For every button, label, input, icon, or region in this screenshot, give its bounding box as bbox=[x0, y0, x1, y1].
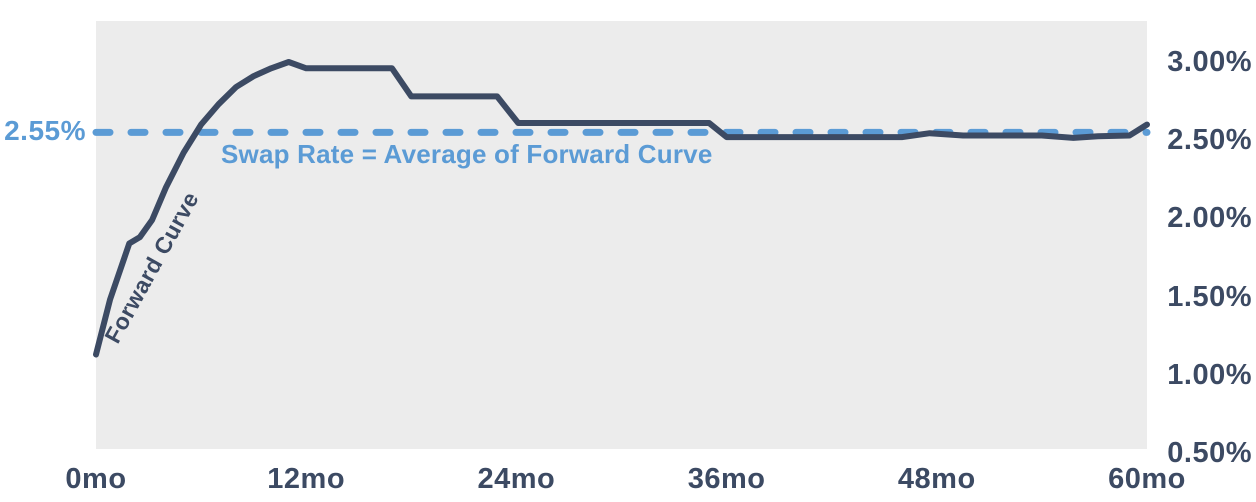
x-tick-label: 12mo bbox=[267, 463, 346, 495]
x-tick-label: 48mo bbox=[897, 463, 976, 495]
forward-curve-line bbox=[93, 59, 1150, 358]
swap-rate-annotation: Swap Rate = Average of Forward Curve bbox=[221, 139, 713, 169]
y-tick-label: 1.50% bbox=[1167, 280, 1252, 313]
y-tick-label: 1.00% bbox=[1167, 358, 1252, 391]
x-tick-label: 36mo bbox=[687, 463, 766, 495]
y-tick-label: 3.00% bbox=[1167, 46, 1252, 78]
swap-rate-value-label: 2.55% bbox=[4, 115, 86, 146]
x-tick-label: 24mo bbox=[477, 463, 556, 495]
x-tick-label: 60mo bbox=[1108, 463, 1186, 495]
y-tick-label: 2.50% bbox=[1167, 124, 1252, 157]
y-tick-label: 0.50% bbox=[1167, 437, 1252, 469]
y-tick-label: 2.00% bbox=[1167, 202, 1252, 235]
plot-area bbox=[96, 21, 1147, 449]
x-tick-label: 0mo bbox=[65, 463, 127, 495]
